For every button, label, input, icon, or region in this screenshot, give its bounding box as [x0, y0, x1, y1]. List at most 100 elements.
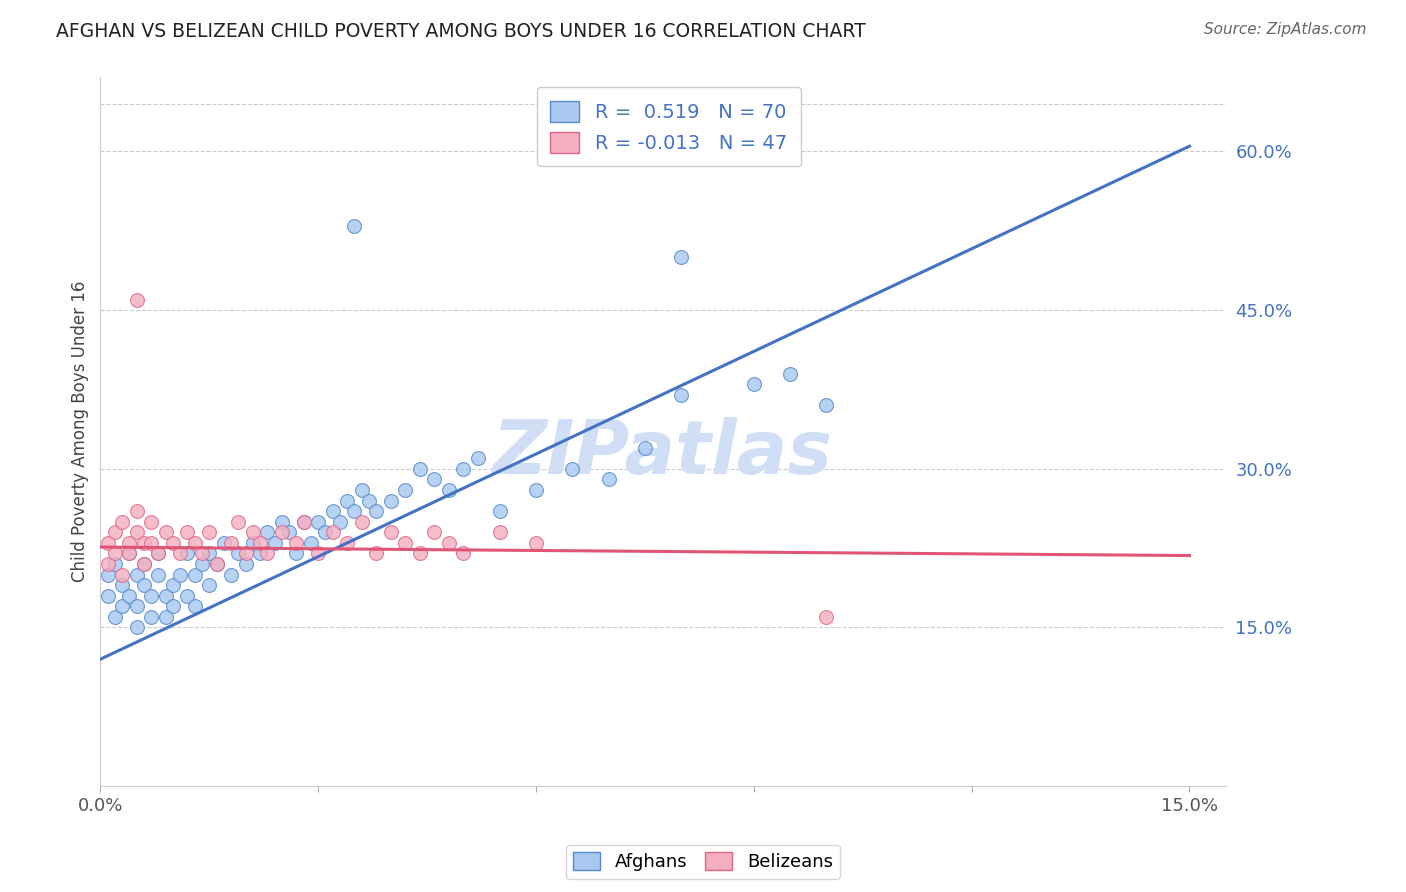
Point: [132, 578, 155, 592]
Point: [169, 567, 191, 582]
Point: [779, 367, 801, 381]
Point: [742, 377, 765, 392]
Point: [125, 599, 148, 614]
Point: [176, 589, 198, 603]
Point: [148, 567, 170, 582]
Point: [118, 546, 141, 560]
Point: [336, 493, 359, 508]
Point: [292, 515, 315, 529]
Point: [162, 599, 184, 614]
Point: [132, 536, 155, 550]
Point: [242, 525, 264, 540]
Point: [141, 610, 163, 624]
Point: [467, 451, 489, 466]
Point: [488, 525, 510, 540]
Point: [125, 504, 148, 518]
Text: Source: ZipAtlas.com: Source: ZipAtlas.com: [1204, 22, 1367, 37]
Point: [453, 462, 475, 476]
Point: [634, 441, 657, 455]
Point: [249, 546, 271, 560]
Point: [191, 546, 214, 560]
Point: [437, 536, 460, 550]
Point: [118, 546, 141, 560]
Point: [118, 536, 141, 550]
Point: [669, 250, 692, 264]
Point: [198, 546, 221, 560]
Point: [118, 589, 141, 603]
Point: [524, 536, 547, 550]
Point: [598, 472, 620, 486]
Point: [148, 546, 170, 560]
Point: [125, 567, 148, 582]
Point: [285, 536, 308, 550]
Point: [141, 515, 163, 529]
Point: [322, 504, 344, 518]
Point: [141, 536, 163, 550]
Point: [125, 525, 148, 540]
Point: [97, 567, 120, 582]
Point: [423, 525, 446, 540]
Point: [184, 567, 207, 582]
Point: [148, 546, 170, 560]
Point: [380, 493, 402, 508]
Point: [314, 525, 336, 540]
Point: [184, 536, 207, 550]
Point: [343, 504, 366, 518]
Point: [350, 483, 373, 497]
Point: [437, 483, 460, 497]
Point: [111, 578, 134, 592]
Text: AFGHAN VS BELIZEAN CHILD POVERTY AMONG BOYS UNDER 16 CORRELATION CHART: AFGHAN VS BELIZEAN CHILD POVERTY AMONG B…: [56, 22, 866, 41]
Point: [205, 557, 228, 571]
Point: [815, 398, 838, 412]
Point: [155, 589, 177, 603]
Point: [488, 504, 510, 518]
Point: [141, 589, 163, 603]
Point: [285, 546, 308, 560]
Point: [357, 493, 380, 508]
Point: [409, 462, 432, 476]
Point: [815, 610, 838, 624]
Point: [219, 536, 242, 550]
Point: [336, 536, 359, 550]
Point: [212, 536, 235, 550]
Point: [524, 483, 547, 497]
Point: [176, 546, 198, 560]
Point: [256, 546, 278, 560]
Point: [104, 525, 127, 540]
Point: [256, 525, 278, 540]
Point: [343, 219, 366, 233]
Point: [104, 546, 127, 560]
Point: [423, 472, 446, 486]
Point: [132, 557, 155, 571]
Point: [366, 546, 388, 560]
Point: [453, 546, 475, 560]
Point: [263, 536, 285, 550]
Point: [292, 515, 315, 529]
Point: [198, 525, 221, 540]
Point: [322, 525, 344, 540]
Point: [270, 525, 292, 540]
Point: [278, 525, 301, 540]
Point: [329, 515, 352, 529]
Point: [394, 536, 416, 550]
Point: [205, 557, 228, 571]
Point: [409, 546, 432, 560]
Point: [226, 546, 249, 560]
Point: [104, 610, 127, 624]
Point: [380, 525, 402, 540]
Point: [394, 483, 416, 497]
Point: [184, 599, 207, 614]
Point: [350, 515, 373, 529]
Point: [242, 536, 264, 550]
Text: ZIPatlas: ZIPatlas: [494, 417, 832, 490]
Point: [561, 462, 583, 476]
Point: [169, 546, 191, 560]
Point: [669, 388, 692, 402]
Point: [162, 578, 184, 592]
Point: [366, 504, 388, 518]
Legend: R =  0.519   N = 70, R = -0.013   N = 47: R = 0.519 N = 70, R = -0.013 N = 47: [537, 87, 800, 167]
Point: [97, 557, 120, 571]
Point: [226, 515, 249, 529]
Legend: Afghans, Belizeans: Afghans, Belizeans: [565, 845, 841, 879]
Point: [176, 525, 198, 540]
